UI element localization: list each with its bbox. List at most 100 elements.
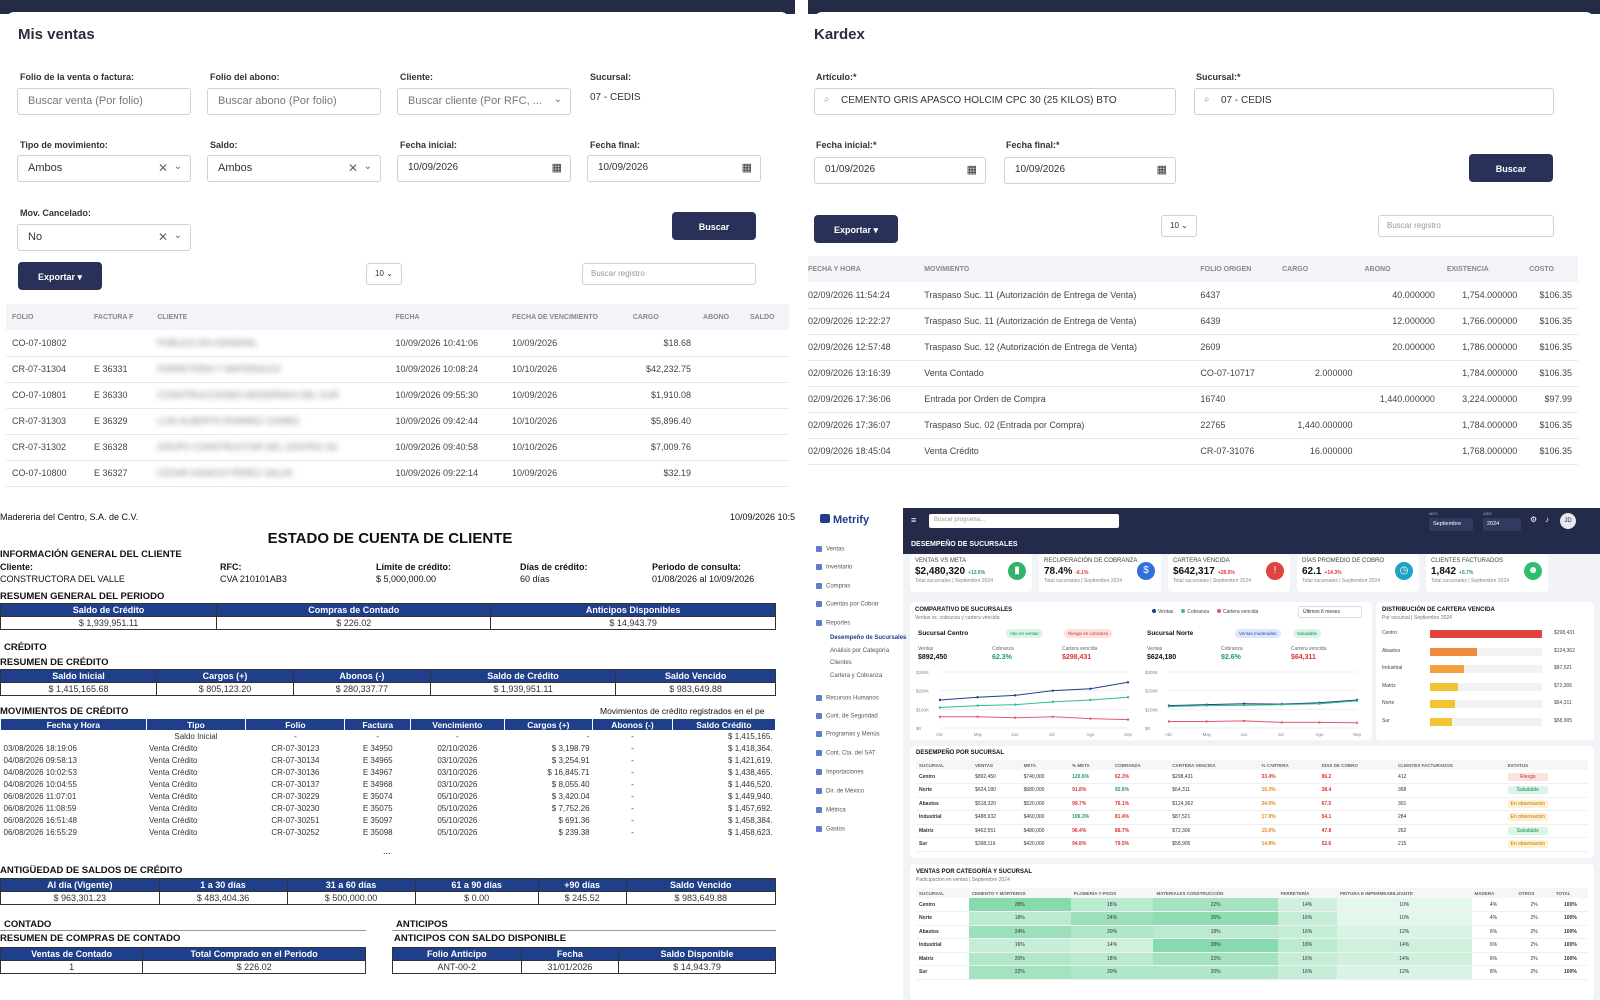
table-row[interactable]: CR-07-31303 E 36329 LUIS ALBERTO RAMIREZ G… (6, 408, 789, 435)
chevron-down-icon[interactable]: ⌄ (363, 161, 372, 172)
buscar-button[interactable]: Buscar (1469, 154, 1553, 182)
sidebar-item[interactable]: Programas y Menús (816, 731, 880, 741)
sidebar-item[interactable]: Cuentas por Cobrar (816, 601, 879, 611)
sidebar-item[interactable]: Compras (816, 583, 850, 593)
table-row[interactable]: 02/09/2026 17:36:06 Entrada por Orden de … (808, 386, 1578, 413)
column-header[interactable]: SALDO (743, 304, 789, 330)
calendar-icon[interactable]: ▦ (1156, 164, 1167, 176)
menu-icon (816, 546, 822, 552)
column-header[interactable]: FECHA Y HORA (808, 256, 919, 282)
column-header[interactable]: ABONO (1358, 256, 1441, 282)
buscar-registro-input[interactable]: Buscar registro (582, 263, 756, 285)
table-row[interactable]: CO-07-10800 E 36327 CESAR IGNACIO PEREZ SA… (6, 460, 789, 487)
column-header[interactable]: CARGO (626, 304, 698, 330)
buscar-button[interactable]: Buscar (672, 212, 756, 240)
sidebar-item[interactable]: Importaciones (816, 769, 864, 779)
fecha-inicial-input[interactable]: 10/09/2026 ▦ (397, 155, 571, 182)
calendar-icon[interactable]: ▦ (966, 164, 977, 176)
sidebar-item[interactable]: Cartera y Cobranza (830, 673, 882, 683)
sidebar-item[interactable]: Gastos (816, 826, 845, 836)
sucursal-input[interactable]: ⌕ 07 - CEDIS (1194, 88, 1554, 115)
column-header[interactable]: FECHA DE VENCIMIENTO (506, 304, 627, 330)
table-row[interactable]: CO-07-10802 PUBLICO EN GENERAL 10/09/2026 … (6, 330, 789, 357)
table-row[interactable]: CR-07-31304 E 36331 FERRETERIA Y MATERIALE… (6, 356, 789, 383)
column-header[interactable]: EXISTENCIA (1440, 256, 1524, 282)
table-cell: 1,786.000000 (1440, 334, 1524, 361)
exportar-button[interactable]: Exportar ▾ (814, 215, 898, 243)
abono-input[interactable]: Buscar abono (Por folio) (207, 88, 381, 115)
table-cell: CO-07-10801 (6, 382, 89, 409)
column-header[interactable]: COSTO (1523, 256, 1578, 282)
table-row[interactable]: 02/09/2026 18:45:04 Venta Crédito CR-07-31… (808, 438, 1578, 465)
table-row[interactable]: CR-07-31302 E 36328 GRUPO CONSTRUCTOR DEL … (6, 434, 789, 461)
clear-icon[interactable]: ✕ (157, 161, 168, 175)
tipo-select[interactable]: Ambos ✕ ⌄ (17, 155, 191, 182)
column-header[interactable]: FECHA (389, 304, 507, 330)
avatar[interactable]: JD (1560, 513, 1576, 529)
sidebar-item[interactable]: Análisis por Categoría (830, 648, 889, 658)
column-header[interactable]: FOLIO (6, 304, 89, 330)
saldo-select[interactable]: Ambos ✕ ⌄ (207, 155, 381, 182)
chevron-down-icon[interactable]: ⌄ (173, 161, 182, 172)
calendar-icon[interactable]: ▦ (741, 162, 752, 174)
table-row[interactable]: 02/09/2026 13:16:39 Venta Contado CO-07-10… (808, 360, 1578, 387)
exportar-button[interactable]: Exportar ▾ (18, 262, 102, 290)
chevron-down-icon[interactable]: ⌄ (173, 230, 182, 241)
menu-icon[interactable]: ≡ (911, 515, 917, 525)
sidebar-item[interactable]: Inventario (816, 564, 852, 574)
clear-icon[interactable]: ✕ (157, 230, 168, 244)
sidebar-item[interactable]: Cont. Cta. del SAT (816, 750, 876, 760)
table-cell: FERRETERIA Y MATERIALES (151, 356, 390, 383)
table-row[interactable]: 02/09/2026 12:57:48 Traspaso Suc. 12 (Aut… (808, 334, 1578, 361)
table-row[interactable]: CO-07-10801 E 36330 CONSTRUCCIONES MODERNA… (6, 382, 789, 409)
sidebar-item[interactable]: Recursos Humanos (816, 695, 879, 705)
search-input[interactable]: Buscar programa... (929, 514, 1119, 528)
table-cell: 18% (968, 911, 1071, 926)
cliente-select[interactable]: Buscar cliente (Por RFC, ... ⌄ (397, 88, 571, 115)
sidebar-item[interactable]: Dir. de México (816, 788, 864, 798)
column-header[interactable]: FOLIO ORIGEN (1194, 256, 1277, 282)
table-cell: 6437 (1194, 282, 1277, 309)
column-header[interactable]: ABONO (697, 304, 744, 330)
dist-bar (1430, 665, 1464, 673)
table-cell: 02/09/2026 18:45:04 (808, 438, 919, 465)
table-row[interactable]: 02/09/2026 12:22:27 Traspaso Suc. 11 (Aut… (808, 308, 1578, 335)
sidebar-item[interactable]: Cont. de Seguridad (816, 713, 878, 723)
column-header[interactable]: CLIENTE (151, 304, 390, 330)
sidebar-item[interactable]: Reportes (816, 620, 850, 630)
bell-icon[interactable]: ♪ (1545, 515, 1549, 524)
fecha-inicial-input[interactable]: 01/09/2026 ▦ (814, 157, 986, 184)
dist-bar (1430, 647, 1478, 656)
x-tick-label: Jul (1049, 732, 1055, 737)
period-select[interactable]: Últimos 6 meses (1298, 606, 1362, 618)
anio-select[interactable]: 2024 (1483, 518, 1521, 531)
table-cell: $18.68 (626, 330, 698, 357)
sidebar-item-label: Desempeño de Sucursales (830, 635, 907, 641)
sidebar-item[interactable]: Ventas (816, 546, 844, 556)
calendar-icon[interactable]: ▦ (551, 162, 562, 174)
column-header[interactable]: MOVIMIENTO (918, 256, 1195, 282)
gear-icon[interactable]: ⚙ (1530, 515, 1538, 524)
table-row[interactable]: 02/09/2026 17:36:07 Traspaso Suc. 02 (Ent… (808, 412, 1578, 439)
sidebar-item[interactable]: Clientes (830, 660, 852, 670)
line-chart: $300K $200K $100K $0 Abr May Jun Jul Ago Sep (1145, 670, 1362, 737)
column-header[interactable]: CARGO (1276, 256, 1359, 282)
page-size-select[interactable]: 10 ⌄ (1161, 215, 1197, 237)
cancelado-select[interactable]: No ✕ ⌄ (17, 224, 191, 251)
page-size-select[interactable]: 10 ⌄ (366, 263, 402, 285)
sidebar-item[interactable]: Desempeño de Sucursales (830, 635, 906, 645)
y-tick-label: $200K (1145, 689, 1158, 694)
fecha-final-input[interactable]: 10/09/2026 ▦ (1004, 157, 1176, 184)
table-row[interactable]: 02/09/2026 11:54:24 Traspaso Suc. 11 (Aut… (808, 282, 1578, 309)
fecha-final-input[interactable]: 10/09/2026 ▦ (587, 155, 761, 182)
sidebar-item[interactable]: Métrica (816, 807, 846, 817)
table-cell: Entrada por Orden de Compra (918, 386, 1195, 413)
table-row: 04/08/2026 10:02:53 Venta Crédito CR-07-30… (1, 767, 776, 779)
mes-select[interactable]: Septiembre (1429, 518, 1473, 531)
cell-text: 17.9% (1261, 814, 1276, 821)
buscar-registro-input[interactable]: Buscar registro (1378, 215, 1554, 237)
articulo-input[interactable]: ⌕ CEMENTO GRIS APASCO HOLCIM CPC 30 (25 K… (814, 88, 1176, 115)
column-header[interactable]: FACTURA F (88, 304, 152, 330)
folio-input[interactable]: Buscar venta (Por folio) (17, 88, 191, 115)
clear-icon[interactable]: ✕ (347, 161, 358, 175)
